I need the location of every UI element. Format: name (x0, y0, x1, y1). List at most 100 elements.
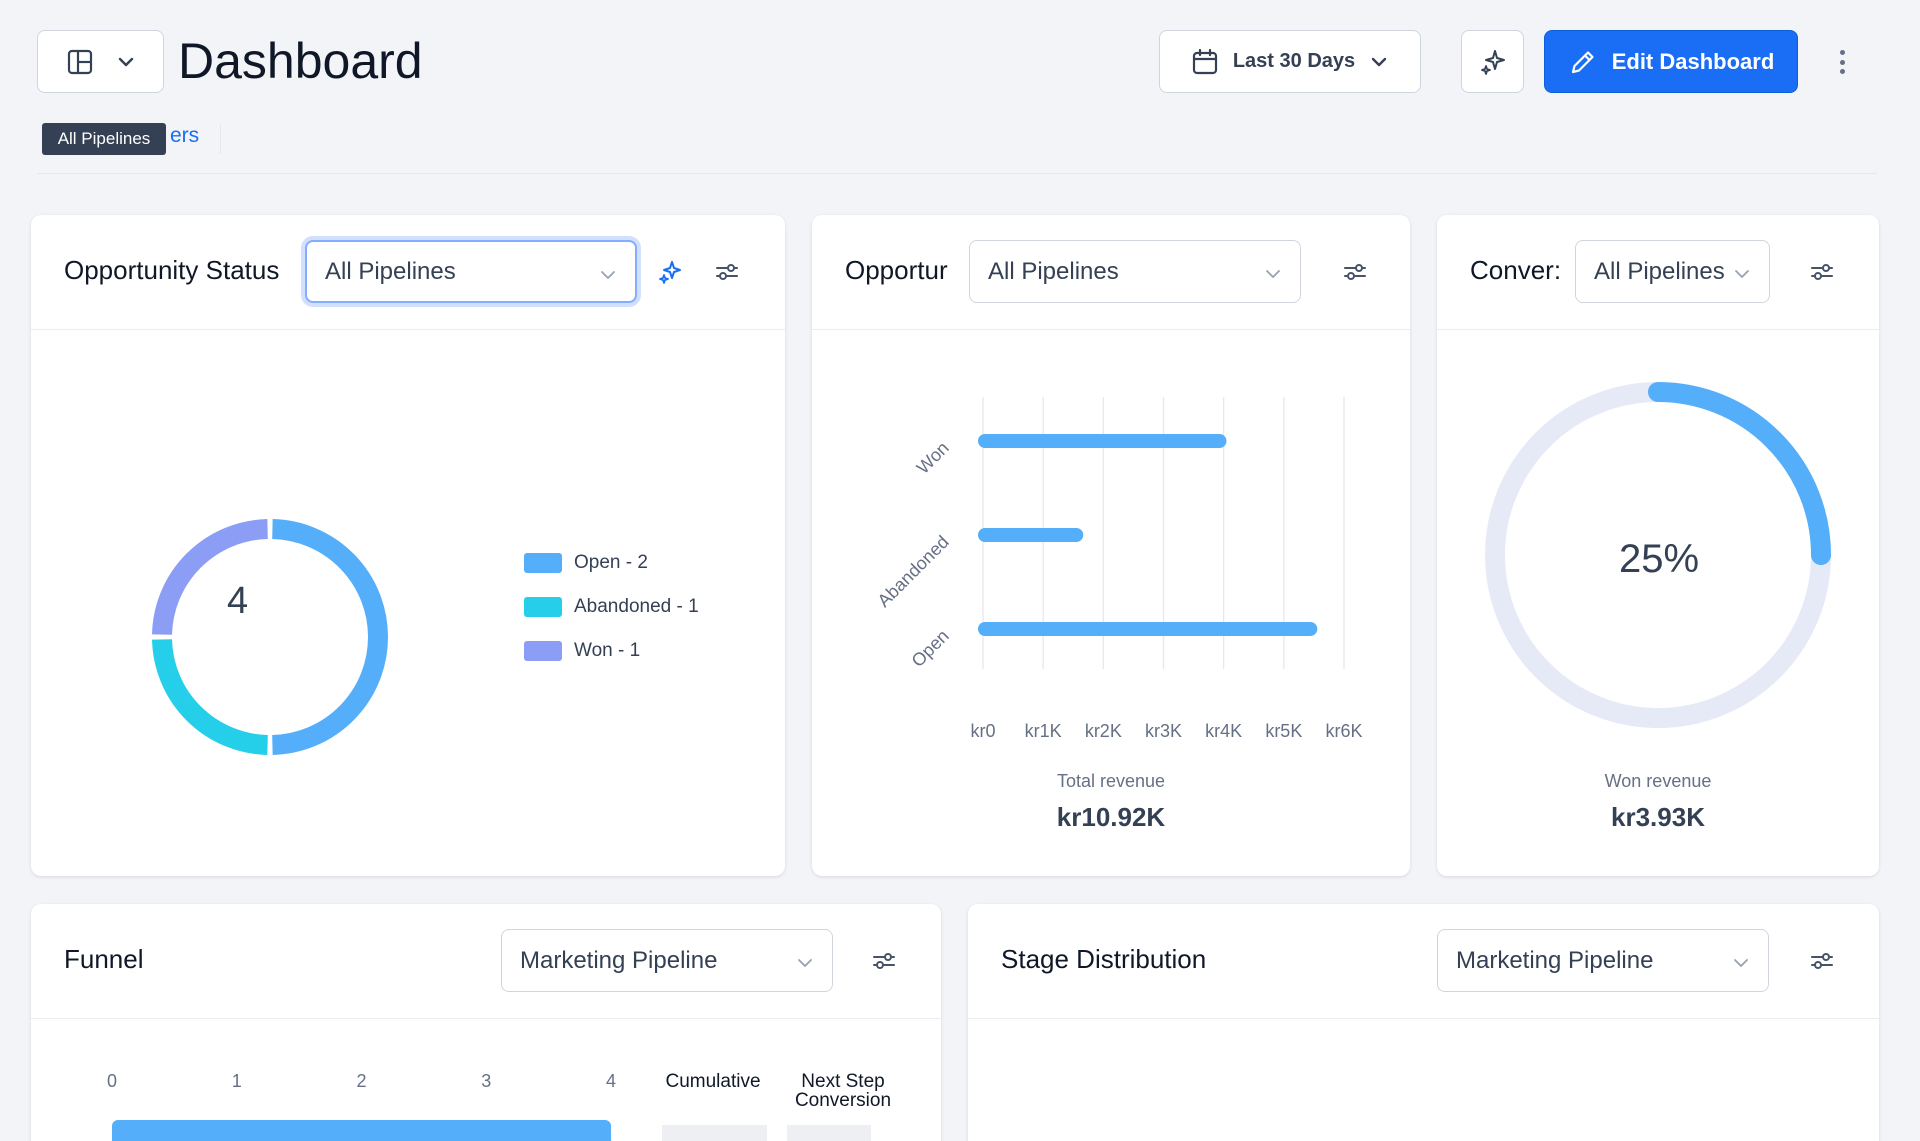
conversion-gauge (1485, 382, 1831, 728)
sliders-icon (1811, 953, 1833, 969)
donut-segment-won (152, 519, 269, 636)
funnel-card: Funnel Marketing Pipeline 0 1 2 3 4 Cumulati… (31, 904, 941, 1141)
divider (220, 124, 221, 154)
x-tick-label: kr5K (1265, 721, 1302, 741)
x-tick-label: kr1K (1025, 721, 1062, 741)
funnel-chart: 0 1 2 3 4 (107, 1071, 616, 1141)
x-tick-label: 2 (356, 1071, 366, 1091)
pipeline-select[interactable]: All Pipelines (969, 240, 1301, 303)
opportunity-value-bar-chart: kr0 kr1K kr2K kr3K kr4K kr5K kr6K Won Abandoned O… (874, 397, 1363, 741)
conversion-card: Conver: All Pipelines 25% Won revenue kr… (1437, 215, 1879, 876)
y-category-label: Abandoned (874, 532, 953, 611)
pipeline-select[interactable]: All Pipelines (305, 240, 637, 303)
page-title: Dashboard (178, 33, 423, 89)
x-tick-label: kr0 (970, 721, 995, 741)
sparkle-icon (1480, 49, 1505, 75)
date-range-button[interactable]: Last 30 Days (1159, 30, 1421, 93)
won-revenue-caption: Won revenue (1604, 771, 1712, 791)
ai-assist-button[interactable] (1461, 30, 1524, 93)
card-title: Funnel (64, 944, 144, 974)
chevron-down-icon (118, 57, 133, 66)
pipeline-select-value: Marketing Pipeline (520, 946, 718, 974)
date-range-label: Last 30 Days (1232, 50, 1356, 72)
x-tick-label: 1 (232, 1071, 242, 1091)
funnel-placeholder-shapes (662, 1125, 871, 1141)
x-tick-label: kr2K (1085, 721, 1122, 741)
legend-label: Won - 1 (574, 640, 641, 661)
total-revenue-caption: Total revenue (1056, 771, 1166, 791)
tooltip: All Pipelines (42, 123, 166, 155)
pipeline-select[interactable]: All Pipelines (1575, 240, 1770, 303)
donut-center-value: 4 (227, 580, 249, 622)
donut-segment-open (272, 519, 388, 755)
chevron-down-icon (1735, 270, 1749, 278)
legend-item: Won - 1 (524, 629, 699, 673)
sliders-icon (873, 953, 895, 969)
legend-swatch (524, 597, 562, 617)
pipeline-select[interactable]: Marketing Pipeline (501, 929, 833, 992)
chevron-down-icon (1266, 270, 1280, 278)
card-settings-button[interactable] (869, 946, 899, 976)
legend-swatch (524, 553, 562, 573)
conversion-percent: 25% (1618, 537, 1700, 581)
card-title: Stage Distribution (1001, 944, 1207, 974)
layout-switcher-button[interactable] (37, 30, 164, 93)
gauge-value-arc (1648, 382, 1831, 565)
x-tick-label: 3 (481, 1071, 491, 1091)
next-step-column-header: Next Step (801, 1071, 885, 1092)
legend-item: Open - 2 (524, 541, 699, 585)
card-settings-button[interactable] (1807, 257, 1837, 287)
x-tick-label: kr4K (1205, 721, 1242, 741)
more-options-icon[interactable] (1830, 44, 1854, 80)
pencil-icon (1571, 50, 1594, 73)
won-revenue-value: kr3.93K (1611, 802, 1705, 832)
y-category-label: Won (913, 438, 953, 478)
sliders-icon (716, 264, 738, 280)
cumulative-column-header: Cumulative (665, 1071, 761, 1092)
x-tick-label: 0 (107, 1071, 117, 1091)
opportunity-value-card: Opportur All Pipelines kr0 kr1K kr2K kr3K kr… (812, 215, 1410, 876)
card-title: Conver: (1470, 255, 1562, 285)
pipeline-select-value: All Pipelines (988, 257, 1119, 285)
pipeline-select-value: Marketing Pipeline (1456, 946, 1654, 974)
sliders-icon (1811, 264, 1833, 280)
opportunity-status-donut (152, 519, 388, 755)
pipeline-select[interactable]: Marketing Pipeline (1437, 929, 1769, 992)
total-revenue-value: kr10.92K (1056, 802, 1166, 832)
sliders-icon (1344, 264, 1366, 280)
x-tick-label: kr6K (1325, 721, 1362, 741)
edit-dashboard-label: Edit Dashboard (1611, 48, 1775, 74)
legend-swatch (524, 641, 562, 661)
legend-label: Abandoned - 1 (574, 596, 699, 617)
filters-link[interactable]: ers (170, 124, 200, 147)
x-tick-label: 4 (606, 1071, 616, 1091)
chart-legend: Open - 2 Abandoned - 1 Won - 1 (524, 541, 699, 673)
donut-segment-abandoned (152, 638, 269, 755)
edit-dashboard-button[interactable]: Edit Dashboard (1544, 30, 1798, 93)
layout-icon (67, 49, 92, 74)
card-header: Opportunity Status All Pipelines (31, 215, 785, 330)
card-title: Opportunity Status (64, 255, 280, 285)
pipeline-select-value: All Pipelines (325, 257, 456, 285)
legend-label: Open - 2 (574, 552, 648, 573)
calendar-icon (1192, 48, 1217, 74)
card-title: Opportur (845, 255, 948, 285)
card-settings-button[interactable] (1807, 946, 1837, 976)
legend-item: Abandoned - 1 (524, 585, 699, 629)
sparkle-icon (659, 261, 681, 284)
stage-distribution-card: Stage Distribution Marketing Pipeline (968, 904, 1879, 1141)
y-category-label: Open (908, 626, 953, 671)
chevron-down-icon (798, 959, 812, 967)
x-tick-label: kr3K (1145, 721, 1182, 741)
chevron-down-icon (601, 271, 615, 279)
next-step-column-header: Conversion (794, 1090, 892, 1111)
card-header: Stage Distribution Marketing Pipeline (968, 904, 1879, 1019)
chevron-down-icon (1734, 959, 1748, 967)
card-settings-button[interactable] (712, 257, 742, 287)
card-settings-button[interactable] (1340, 257, 1370, 287)
card-header: Funnel Marketing Pipeline (31, 904, 941, 1019)
funnel-bar (112, 1120, 611, 1141)
pipeline-select-value: All Pipelines (1594, 257, 1725, 285)
ai-insights-button[interactable] (655, 257, 685, 287)
card-header: Conver: All Pipelines (1437, 215, 1879, 330)
